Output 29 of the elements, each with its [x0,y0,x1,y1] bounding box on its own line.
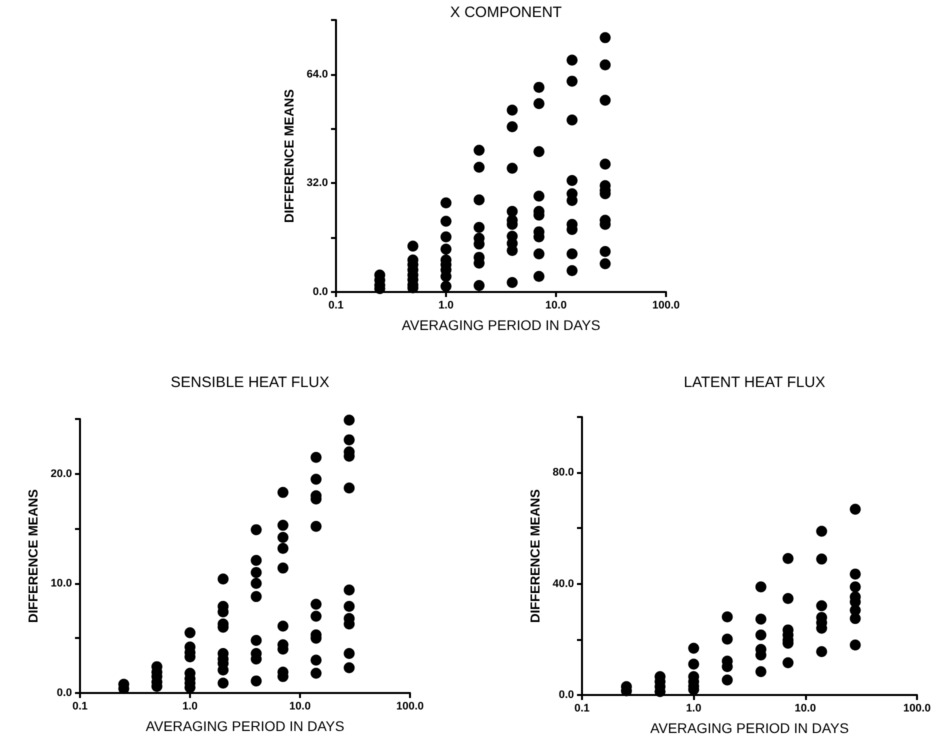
y-tick-label: 80.0 [552,466,574,479]
x-tick-label: 100.0 [396,700,424,712]
y-tick-label: 0.0 [558,689,574,701]
x-axis-title: AVERAGING PERIOD IN DAYS [146,718,344,734]
x-tick-label: 1.0 [182,700,198,712]
y-axis-title: DIFFERENCE MEANS [528,488,543,623]
chart-title: SENSIBLE HEAT FLUX [170,374,330,391]
chart-title: LATENT HEAT FLUX [684,374,826,391]
y-tick-label: 0.0 [312,286,328,298]
x-tick-label: 0.1 [574,702,590,714]
x-tick-label: 100.0 [652,300,680,312]
x-tick-label: 1.0 [686,702,702,714]
y-tick-label: 40.0 [552,578,574,590]
x-tick-label: 10.0 [289,700,311,712]
x-axis-title: AVERAGING PERIOD IN DAYS [650,720,849,736]
y-tick-label: 0.0 [56,687,72,699]
y-tick-label: 32.0 [306,177,328,190]
y-axis-title: DIFFERENCE MEANS [26,488,41,623]
y-tick-label: 20.0 [50,468,72,480]
x-tick-label: 0.1 [328,300,344,312]
y-tick-label: 10.0 [50,577,72,590]
x-tick-label: 0.1 [72,700,88,712]
y-tick-label: 64.0 [306,68,328,80]
x-axis-title: AVERAGING PERIOD IN DAYS [402,317,600,333]
y-axis-title: DIFFERENCE MEANS [282,88,297,223]
chart-title: X COMPONENT [450,4,562,21]
x-tick-label: 1.0 [438,300,454,312]
x-tick-label: 100.0 [903,702,931,714]
x-tick-label: 10.0 [794,702,816,714]
